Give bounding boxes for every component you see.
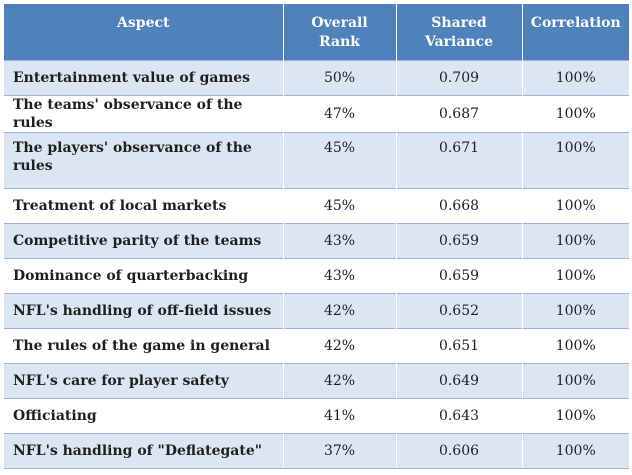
rank-cell: 47%	[283, 94, 397, 132]
rank-cell: 43%	[283, 222, 397, 258]
table-wrapper: Aspect Overall Rank Shared Variance Corr…	[4, 4, 629, 469]
variance-cell: 0.651	[396, 327, 523, 363]
aspect-cell: The players' observance of the rules	[4, 131, 284, 188]
aspect-cell: NFL's care for player safety	[4, 362, 284, 398]
correlation-cell: 100%	[522, 362, 629, 398]
variance-cell: 0.687	[396, 94, 523, 132]
header-row: Aspect Overall Rank Shared Variance Corr…	[4, 4, 629, 60]
aspect-cell: The rules of the game in general	[4, 327, 284, 363]
variance-cell: 0.659	[396, 257, 523, 293]
correlation-cell: 100%	[522, 131, 629, 188]
table-row: NFL's handling of off-field issues 42% 0…	[4, 292, 629, 328]
header-aspect-label: Aspect	[117, 15, 170, 31]
variance-cell: 0.668	[396, 187, 523, 223]
correlation-cell: 100%	[522, 187, 629, 223]
rank-cell: 37%	[283, 432, 397, 469]
header-overall-rank-line1: Overall	[311, 15, 368, 31]
variance-cell: 0.606	[396, 432, 523, 469]
rank-cell: 45%	[283, 187, 397, 223]
rank-cell: 42%	[283, 362, 397, 398]
aspect-cell: Officiating	[4, 397, 284, 433]
variance-cell: 0.649	[396, 362, 523, 398]
table-row: Dominance of quarterbacking 43% 0.659 10…	[4, 257, 629, 293]
aspect-cell: Competitive parity of the teams	[4, 222, 284, 258]
variance-cell: 0.709	[396, 59, 523, 95]
aspect-cell: The teams' observance of the rules	[4, 94, 284, 132]
table-row: The players' observance of the rules 45%…	[4, 131, 629, 188]
table-row: The rules of the game in general 42% 0.6…	[4, 327, 629, 363]
correlation-cell: 100%	[522, 222, 629, 258]
variance-cell: 0.671	[396, 131, 523, 188]
table-row: Officiating 41% 0.643 100%	[4, 397, 629, 433]
correlation-cell: 100%	[522, 59, 629, 95]
table-body: Entertainment value of games 50% 0.709 1…	[4, 59, 629, 469]
header-shared-variance-line2: Variance	[424, 34, 494, 50]
correlation-cell: 100%	[522, 94, 629, 132]
header-aspect: Aspect	[4, 4, 284, 60]
table-header: Aspect Overall Rank Shared Variance Corr…	[4, 4, 629, 60]
correlation-cell: 100%	[522, 257, 629, 293]
rank-cell: 41%	[283, 397, 397, 433]
correlation-cell: 100%	[522, 327, 629, 363]
rank-cell: 43%	[283, 257, 397, 293]
header-overall-rank: Overall Rank	[283, 4, 397, 60]
aspect-cell: Entertainment value of games	[4, 59, 284, 95]
variance-cell: 0.659	[396, 222, 523, 258]
rank-cell: 45%	[283, 131, 397, 188]
correlation-cell: 100%	[522, 432, 629, 469]
table-row: NFL's handling of "Deflategate" 37% 0.60…	[4, 432, 629, 469]
aspect-cell: Dominance of quarterbacking	[4, 257, 284, 293]
variance-cell: 0.643	[396, 397, 523, 433]
header-shared-variance-line1: Shared	[431, 15, 487, 31]
aspect-cell: Treatment of local markets	[4, 187, 284, 223]
rank-cell: 50%	[283, 59, 397, 95]
rank-cell: 42%	[283, 292, 397, 328]
header-correlation-label: Correlation	[530, 15, 621, 31]
aspects-table: Aspect Overall Rank Shared Variance Corr…	[4, 4, 629, 469]
correlation-cell: 100%	[522, 397, 629, 433]
aspect-cell: NFL's handling of off-field issues	[4, 292, 284, 328]
table-row: Treatment of local markets 45% 0.668 100…	[4, 187, 629, 223]
table-row: NFL's care for player safety 42% 0.649 1…	[4, 362, 629, 398]
table-row: Entertainment value of games 50% 0.709 1…	[4, 59, 629, 95]
aspect-cell: NFL's handling of "Deflategate"	[4, 432, 284, 469]
header-shared-variance: Shared Variance	[396, 4, 523, 60]
rank-cell: 42%	[283, 327, 397, 363]
header-correlation: Correlation	[522, 4, 629, 60]
table-row: Competitive parity of the teams 43% 0.65…	[4, 222, 629, 258]
header-overall-rank-line2: Rank	[319, 34, 360, 50]
table-row: The teams' observance of the rules 47% 0…	[4, 94, 629, 132]
correlation-cell: 100%	[522, 292, 629, 328]
variance-cell: 0.652	[396, 292, 523, 328]
